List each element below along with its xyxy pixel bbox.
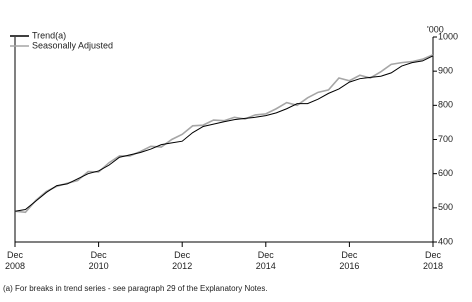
y-tick-label: 800: [438, 100, 453, 110]
legend-label: Trend(a): [32, 30, 66, 40]
y-tick-label: 700: [438, 134, 453, 144]
series-line: [14, 54, 434, 214]
footnote: (a) For breaks in trend series - see par…: [3, 284, 268, 293]
y-tick-label: 1000: [438, 31, 458, 41]
x-tick-label: Dec 2014: [255, 250, 276, 271]
y-tick-label: 900: [438, 66, 453, 76]
y-tick-label: 400: [438, 236, 453, 246]
x-tick-label: Dec 2012: [172, 250, 193, 271]
series-line: [14, 55, 434, 212]
y-axis-label: '000: [427, 24, 444, 34]
y-tick-label: 600: [438, 168, 453, 178]
y-tick-label: 500: [438, 202, 453, 212]
x-tick-label: Dec 2018: [422, 250, 444, 271]
x-tick-label: Dec 2010: [88, 250, 109, 271]
legend-label: Seasonally Adjusted: [32, 40, 113, 50]
x-tick-label: Dec 2008: [4, 250, 26, 271]
x-tick-label: Dec 2016: [339, 250, 360, 271]
